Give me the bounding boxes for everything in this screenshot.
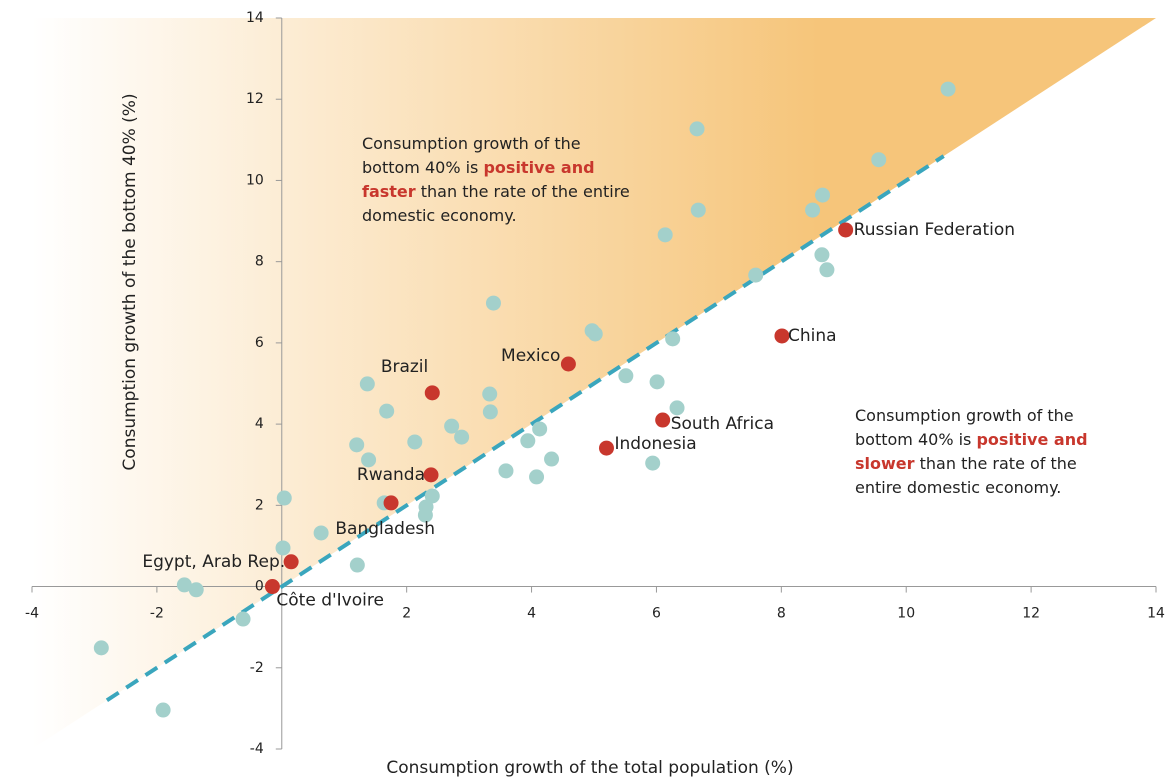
- y-tick-label: 10: [246, 172, 264, 188]
- x-tick-label: 14: [1147, 606, 1165, 622]
- data-point: [444, 418, 460, 434]
- data-point: [665, 331, 681, 347]
- data-point: [657, 227, 673, 243]
- data-point: [482, 386, 498, 402]
- data-point: [383, 495, 399, 511]
- point-label: South Africa: [671, 414, 774, 434]
- data-point: [520, 433, 536, 449]
- point-label: Brazil: [381, 357, 428, 377]
- data-point: [649, 374, 665, 390]
- y-tick-label: 4: [255, 416, 264, 432]
- data-point: [805, 202, 821, 218]
- point-label: Russian Federation: [854, 220, 1015, 240]
- y-tick-label: 0: [255, 579, 264, 595]
- x-tick-label: -4: [25, 606, 39, 622]
- data-point: [349, 437, 365, 453]
- data-point: [313, 525, 329, 541]
- x-tick-label: 6: [652, 606, 661, 622]
- data-point: [176, 577, 192, 593]
- point-label: Indonesia: [614, 434, 696, 454]
- data-point: [498, 463, 514, 479]
- data-point: [940, 81, 956, 97]
- data-point: [814, 247, 830, 263]
- y-tick-label: 8: [255, 254, 264, 270]
- data-point: [748, 267, 764, 283]
- data-point: [349, 557, 365, 573]
- x-tick-label: 4: [527, 606, 536, 622]
- y-tick-label: -2: [250, 660, 264, 676]
- data-point: [815, 187, 831, 203]
- y-tick-label: 12: [246, 91, 264, 107]
- x-axis-label: Consumption growth of the total populati…: [386, 758, 793, 778]
- data-point: [93, 640, 109, 656]
- reference-line: [105, 154, 945, 702]
- data-point: [838, 222, 854, 238]
- data-point: [155, 702, 171, 718]
- data-point: [689, 121, 705, 137]
- data-point: [417, 507, 433, 523]
- data-point: [871, 152, 887, 168]
- data-point: [587, 326, 603, 342]
- x-tick-label: 12: [1022, 606, 1040, 622]
- data-point: [774, 328, 790, 344]
- data-point: [264, 579, 280, 595]
- annotation-text: than the rate of the entire domestic eco…: [362, 182, 630, 225]
- y-tick-label: 2: [255, 497, 264, 513]
- annotation-text: than the rate of the entire domestic eco…: [855, 454, 1077, 497]
- data-point: [379, 403, 395, 419]
- annotation-highlight: positive and faster: [362, 158, 595, 201]
- data-point: [454, 429, 470, 445]
- data-point: [275, 540, 291, 556]
- data-point: [283, 554, 299, 570]
- data-point: [532, 421, 548, 437]
- annotation: Consumption growth of the bottom 40% is …: [362, 132, 632, 228]
- data-point: [359, 376, 375, 392]
- data-point: [485, 295, 501, 311]
- y-tick-label: -4: [250, 741, 264, 757]
- x-tick-label: -2: [150, 606, 164, 622]
- annotation-text: Consumption growth of the bottom 40% is: [855, 406, 1074, 449]
- data-point: [361, 452, 377, 468]
- data-point: [819, 262, 835, 278]
- point-label: Egypt, Arab Rep.: [142, 552, 285, 572]
- data-point: [544, 451, 560, 467]
- data-point: [598, 440, 614, 456]
- point-label: Côte d'Ivoire: [276, 591, 384, 611]
- point-label: Rwanda: [357, 465, 425, 485]
- data-point: [188, 582, 204, 598]
- data-point: [424, 385, 440, 401]
- data-point: [235, 611, 251, 627]
- point-label: Mexico: [501, 346, 560, 366]
- data-point: [669, 400, 685, 416]
- data-point: [423, 467, 439, 483]
- annotation: Consumption growth of the bottom 40% is …: [855, 404, 1125, 500]
- x-tick-label: 8: [777, 606, 786, 622]
- y-tick-label: 14: [246, 10, 264, 26]
- x-tick-label: 10: [897, 606, 915, 622]
- data-point: [645, 455, 661, 471]
- x-tick-label: 2: [402, 606, 411, 622]
- annotation-text: Consumption growth of the bottom 40% is: [362, 134, 581, 177]
- data-point: [424, 488, 440, 504]
- data-point: [482, 404, 498, 420]
- y-tick-label: 6: [255, 335, 264, 351]
- data-point: [529, 469, 545, 485]
- data-point: [560, 356, 576, 372]
- data-point: [655, 412, 671, 428]
- point-label: Bangladesh: [335, 519, 435, 539]
- data-point: [276, 490, 292, 506]
- data-point: [690, 202, 706, 218]
- data-point: [618, 368, 634, 384]
- data-point: [407, 434, 423, 450]
- point-label: China: [788, 326, 837, 346]
- y-axis-label: Consumption growth of the bottom 40% (%): [120, 93, 140, 470]
- annotation-highlight: positive and slower: [855, 430, 1088, 473]
